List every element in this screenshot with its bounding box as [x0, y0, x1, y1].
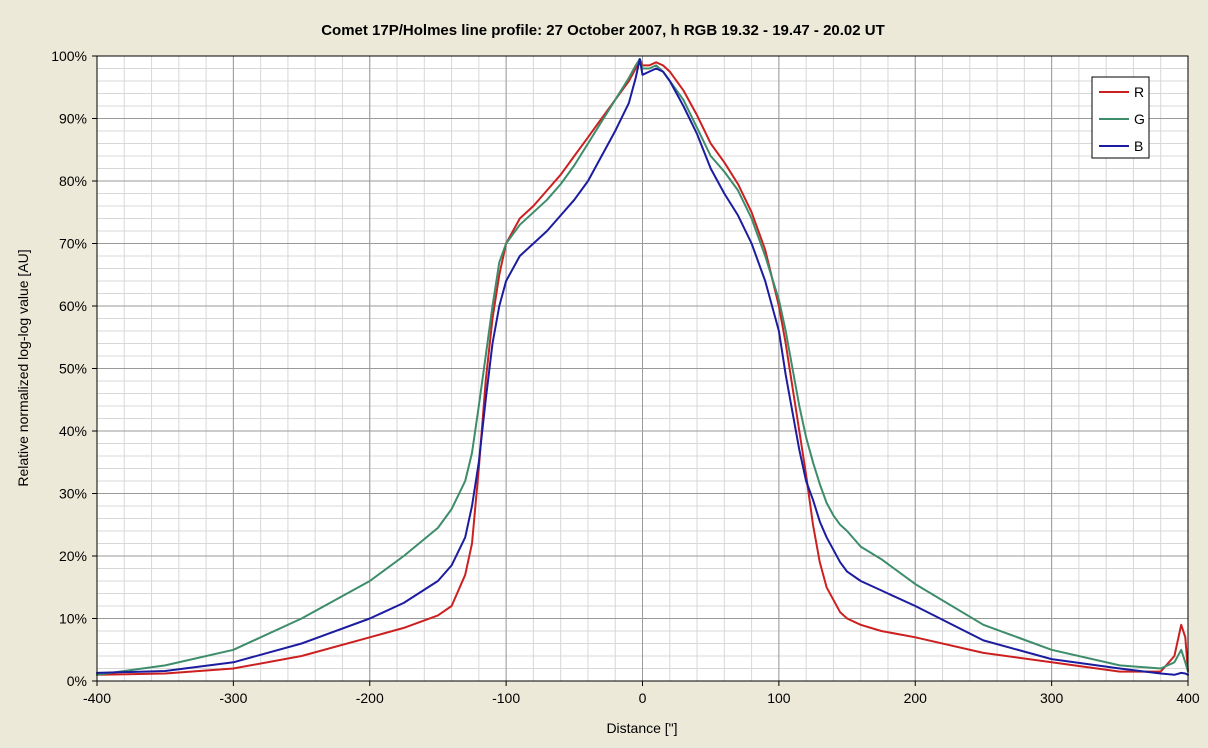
x-tick-label: 100: [767, 690, 791, 706]
x-axis-label: Distance ["]: [606, 720, 677, 736]
legend-label-G: G: [1134, 111, 1145, 127]
y-tick-label: 20%: [59, 548, 87, 564]
y-tick-label: 30%: [59, 486, 87, 502]
y-tick-label: 60%: [59, 298, 87, 314]
legend-label-R: R: [1134, 84, 1144, 100]
legend-box: [1091, 76, 1150, 159]
x-tick-label: 200: [904, 690, 928, 706]
y-tick-label: 80%: [59, 173, 87, 189]
x-tick-label: -400: [83, 690, 111, 706]
y-axis-ticks: 0% 10% 20% 30% 40% 50% 60% 70% 80% 90% 100%: [51, 48, 97, 689]
series-layer: [96, 58, 1189, 676]
x-tick-label: -100: [492, 690, 520, 706]
y-tick-label: 50%: [59, 361, 87, 377]
legend: RGB: [1091, 76, 1150, 159]
y-tick-label: 90%: [59, 111, 87, 127]
x-tick-label: 400: [1176, 690, 1200, 706]
chart-title: Comet 17P/Holmes line profile: 27 Octobe…: [321, 22, 885, 39]
x-tick-label: 300: [1040, 690, 1064, 706]
y-tick-label: 40%: [59, 423, 87, 439]
x-axis-ticks: -400 -300 -200 -100 0 100 200 300 400: [83, 681, 1200, 706]
series-line-B: [96, 58, 1189, 676]
y-tick-label: 100%: [51, 48, 87, 64]
x-tick-label: -300: [219, 690, 247, 706]
series-line-R: [96, 58, 1189, 676]
y-axis-label: Relative normalized log-log value [AU]: [15, 249, 31, 486]
legend-label-B: B: [1134, 138, 1143, 154]
x-tick-label: -200: [356, 690, 384, 706]
y-tick-label: 70%: [59, 236, 87, 252]
y-tick-label: 0%: [67, 673, 87, 689]
y-tick-label: 10%: [59, 611, 87, 627]
x-tick-label: 0: [639, 690, 647, 706]
